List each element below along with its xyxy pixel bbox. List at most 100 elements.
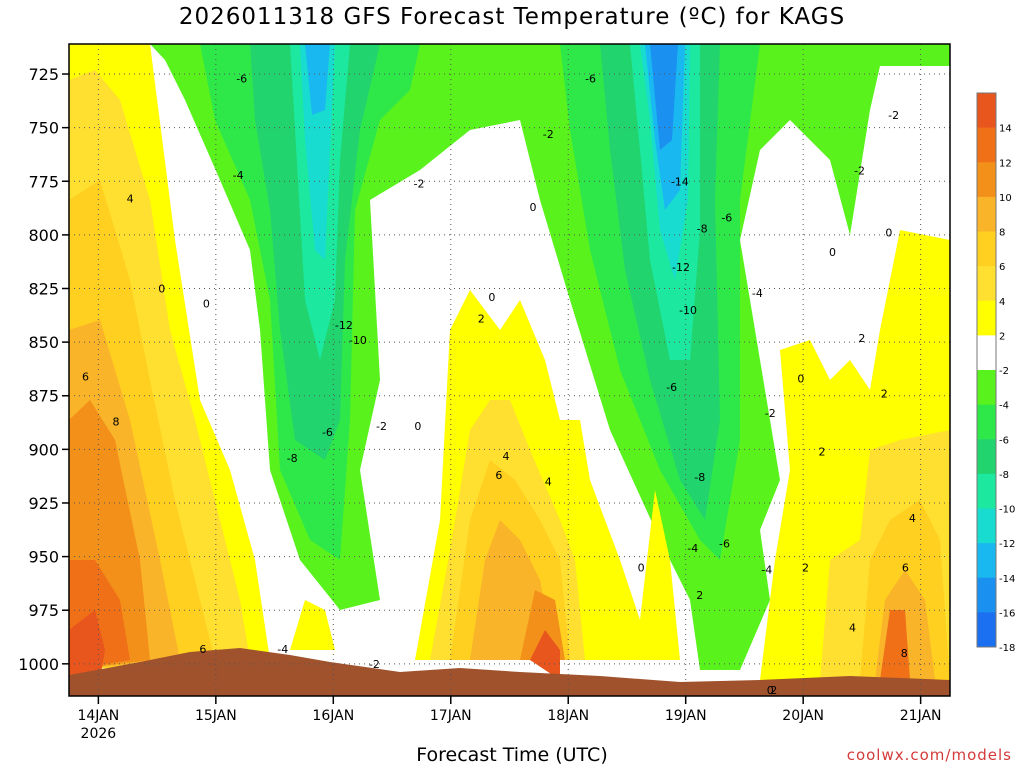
colorbar-swatch bbox=[977, 162, 996, 198]
contour-label: -2 bbox=[854, 165, 865, 178]
colorbar-swatch bbox=[977, 127, 996, 163]
y-tick-label: 925 bbox=[28, 494, 59, 513]
contour-label: 0 bbox=[885, 227, 892, 240]
plot-frame bbox=[68, 43, 951, 697]
grid bbox=[69, 44, 950, 696]
colorbar-label: 8 bbox=[999, 228, 1005, 239]
contour-label: -4 bbox=[233, 169, 244, 182]
colorbar-swatch bbox=[977, 543, 996, 579]
x-axis: 14JAN 2026 15JAN 16JAN 17JAN 18JAN 19JAN 20JAN 2… bbox=[77, 696, 942, 742]
contour-label: 0 bbox=[203, 298, 210, 311]
colorbar-label: 4 bbox=[999, 297, 1005, 308]
contour-label: 0 bbox=[767, 684, 774, 697]
contour-label: 8 bbox=[901, 647, 908, 660]
contour-label: 4 bbox=[545, 476, 552, 489]
x-tick-label: 16JAN bbox=[312, 708, 354, 724]
contour-label: 2 bbox=[478, 313, 485, 326]
colorbar-label: -4 bbox=[999, 401, 1009, 412]
contour-label: -10 bbox=[679, 304, 697, 317]
y-tick-label: 750 bbox=[28, 119, 59, 138]
colorbar-label: 12 bbox=[999, 158, 1012, 169]
y-tick-label: 975 bbox=[28, 601, 59, 620]
contour-label: 0 bbox=[414, 420, 421, 433]
contour-label: 0 bbox=[638, 561, 645, 574]
colorbar-label: -8 bbox=[999, 470, 1009, 481]
colorbar-label: -6 bbox=[999, 435, 1009, 446]
x-tick-label: 21JAN bbox=[900, 708, 942, 724]
contour-label: -4 bbox=[277, 643, 288, 656]
colorbar-frame bbox=[976, 92, 997, 648]
contour-label: 2 bbox=[802, 561, 809, 574]
contour-label: 4 bbox=[909, 512, 916, 525]
y-tick-label: 1000 bbox=[18, 655, 59, 674]
temperature-band bbox=[305, 44, 330, 115]
colorbar: 14 12 10 8 6 4 2 -2 -4 -6 -8 -10 -12 -14 -16 -18 bbox=[976, 92, 1015, 654]
contour-label: -4 bbox=[687, 542, 698, 555]
contour-label: -2 bbox=[376, 420, 387, 433]
contour-label: -8 bbox=[694, 471, 705, 484]
x-tick-label: 17JAN bbox=[430, 708, 472, 724]
contour-label: 2 bbox=[770, 684, 777, 697]
temperature-band bbox=[880, 610, 910, 680]
temperature-band bbox=[290, 600, 335, 650]
contour-label: 2 bbox=[881, 388, 888, 401]
colorbar-swatch bbox=[977, 196, 996, 232]
contour-label: 2 bbox=[818, 446, 825, 459]
x-axis-label: Forecast Time (UTC) bbox=[416, 744, 608, 766]
contour-label: -6 bbox=[236, 72, 247, 85]
colorbar-label: 14 bbox=[999, 124, 1012, 135]
colorbar-label: 2 bbox=[999, 331, 1005, 342]
contour-label: 6 bbox=[495, 469, 502, 482]
colorbar-label: -14 bbox=[999, 574, 1015, 585]
colorbar-swatch bbox=[977, 612, 996, 648]
colorbar-swatch bbox=[977, 231, 996, 267]
y-tick-label: 850 bbox=[28, 333, 59, 352]
colorbar-label: -2 bbox=[999, 366, 1009, 377]
contour-label: 6 bbox=[902, 561, 909, 574]
y-tick-label: 725 bbox=[28, 65, 59, 84]
contour-label: 4 bbox=[127, 192, 134, 205]
contour-label: -4 bbox=[752, 287, 763, 300]
contour-label: -12 bbox=[672, 261, 690, 274]
contour-label: -6 bbox=[585, 72, 596, 85]
contour-label: -8 bbox=[697, 222, 708, 235]
y-tick-label: 825 bbox=[28, 280, 59, 299]
contour-label: 2 bbox=[696, 589, 703, 602]
colorbar-swatch bbox=[977, 404, 996, 440]
contour-labels: -6 -6 -2 -2 -4 -2 4 0 -14 -8 -6 -2 0 0 -12 -12 0 0 0 -4 -10 2… bbox=[82, 72, 916, 697]
contour-label: 0 bbox=[829, 246, 836, 259]
contour-label: 8 bbox=[112, 415, 119, 428]
contour-label: 0 bbox=[529, 201, 536, 214]
y-tick-label: 900 bbox=[28, 440, 59, 459]
colorbar-swatch bbox=[977, 266, 996, 302]
x-tick-label: 15JAN bbox=[195, 708, 237, 724]
contour-label: -4 bbox=[761, 563, 772, 576]
colorbar-swatch bbox=[977, 335, 996, 371]
colorbar-swatch bbox=[977, 439, 996, 475]
contour-label: -6 bbox=[721, 212, 732, 225]
contour-label: -14 bbox=[671, 175, 689, 188]
temperature-band bbox=[69, 610, 105, 680]
colorbar-swatch bbox=[977, 508, 996, 544]
source-credit[interactable]: coolwx.com/models bbox=[846, 746, 1012, 764]
contour-label: 2 bbox=[858, 332, 865, 345]
contour-label: -6 bbox=[322, 426, 333, 439]
contour-label: -10 bbox=[349, 334, 367, 347]
colorbar-swatch bbox=[977, 300, 996, 336]
colorbar-label: -18 bbox=[999, 643, 1015, 654]
contour-label: -2 bbox=[369, 658, 380, 671]
contour-label: 0 bbox=[488, 291, 495, 304]
temperature-band bbox=[69, 648, 950, 696]
temperature-field bbox=[69, 44, 950, 696]
colorbar-swatch bbox=[977, 93, 996, 129]
x-tick-year: 2026 bbox=[81, 726, 117, 742]
contour-label: 6 bbox=[82, 370, 89, 383]
y-tick-label: 800 bbox=[28, 226, 59, 245]
temperature-band bbox=[300, 44, 335, 260]
contour-label: -2 bbox=[888, 109, 899, 122]
colorbar-label: 6 bbox=[999, 262, 1005, 273]
x-tick-label: 18JAN bbox=[547, 708, 589, 724]
colorbar-label: 10 bbox=[999, 193, 1012, 204]
contour-label: -12 bbox=[335, 319, 353, 332]
temperature-band bbox=[650, 44, 678, 150]
